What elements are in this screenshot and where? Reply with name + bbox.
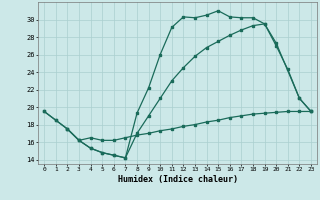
X-axis label: Humidex (Indice chaleur): Humidex (Indice chaleur) — [118, 175, 238, 184]
